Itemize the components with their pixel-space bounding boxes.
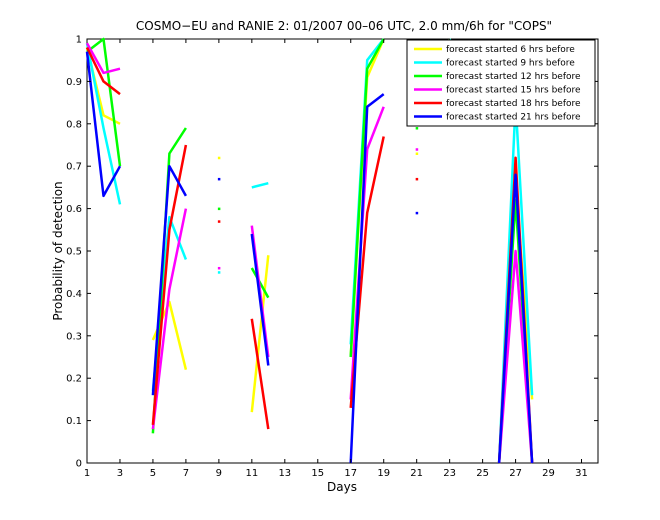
- y-tick-label: 0.1: [66, 416, 82, 427]
- legend-label: forecast started 18 hrs before: [446, 99, 581, 109]
- series-point: [217, 177, 221, 181]
- x-tick-label: 31: [575, 468, 588, 479]
- series-line-segment: [497, 173, 534, 464]
- series-layer: [85, 37, 534, 464]
- series-line-segment: [250, 255, 270, 413]
- x-tick-label: 17: [344, 468, 357, 479]
- legend-items: forecast started 6 hrs before forecast st…: [414, 45, 581, 123]
- y-tick-label: 0.4: [66, 289, 82, 300]
- series-point: [415, 177, 419, 181]
- series-point: [217, 156, 221, 160]
- series-line-segment: [85, 42, 122, 205]
- series-line-segment: [85, 51, 122, 198]
- x-tick-label: 29: [542, 468, 555, 479]
- x-tick-label: 11: [245, 468, 258, 479]
- series-line-segment: [151, 144, 188, 425]
- x-tick-label: 21: [410, 468, 423, 479]
- x-tick-label: 3: [117, 468, 123, 479]
- y-tick-label: 0.7: [66, 162, 82, 173]
- series-line-segment: [349, 38, 385, 358]
- y-tick-label: 0.8: [66, 119, 82, 130]
- legend-label: forecast started 6 hrs before: [446, 45, 575, 55]
- series-line-segment: [85, 46, 121, 96]
- x-tick-label: 23: [443, 468, 456, 479]
- y-axis-title: Probability of detection: [51, 181, 65, 320]
- legend-label: forecast started 21 hrs before: [446, 113, 581, 123]
- series-line-segment: [349, 93, 385, 464]
- x-tick-label: 13: [278, 468, 291, 479]
- y-tick-label: 0.3: [66, 331, 82, 342]
- series-line-segment: [349, 106, 385, 400]
- series-line-segment: [250, 318, 270, 430]
- y-tick-label: 0.5: [66, 247, 82, 258]
- legend-label: forecast started 12 hrs before: [446, 72, 581, 82]
- x-tick-label: 25: [476, 468, 489, 479]
- legend-label: forecast started 15 hrs before: [446, 86, 581, 96]
- series-point: [217, 220, 221, 223]
- x-tick-label: 9: [216, 468, 222, 479]
- series-point: [217, 266, 221, 270]
- series-point: [415, 127, 419, 130]
- series-point: [415, 148, 419, 151]
- y-tick-label: 0.2: [66, 374, 82, 385]
- series-point: [415, 152, 419, 155]
- x-tick-label: 27: [509, 468, 522, 479]
- series-line-segment: [497, 249, 534, 464]
- x-axis-title: Days: [327, 480, 357, 494]
- series-line-segment: [151, 164, 187, 396]
- series-line-segment: [250, 233, 270, 366]
- x-tick-label: 15: [311, 468, 324, 479]
- series-line-segment: [86, 37, 122, 167]
- y-tick-label: 1: [76, 35, 82, 46]
- y-axis: 0 0.1 0.2 0.3 0.4 0.5 0.6 0.7 0.8 0.9 1: [66, 35, 598, 470]
- series-point: [217, 207, 221, 211]
- series-line-segment: [251, 181, 269, 189]
- x-tick-label: 19: [377, 468, 390, 479]
- x-tick-label: 1: [84, 468, 90, 479]
- series-line-segment: [151, 208, 188, 430]
- x-tick-label: 7: [183, 468, 189, 479]
- x-tick-label: 5: [150, 468, 156, 479]
- series-point: [415, 211, 419, 215]
- legend: forecast started 6 hrs before forecast st…: [406, 39, 596, 127]
- series-line-segment: [151, 127, 187, 434]
- series-point: [217, 271, 221, 274]
- legend-label: forecast started 9 hrs before: [446, 59, 575, 69]
- y-tick-label: 0: [76, 459, 82, 470]
- series-line-segment: [85, 42, 121, 75]
- legend-box: [406, 39, 596, 127]
- y-tick-label: 0.9: [66, 77, 82, 88]
- chart-title: COSMO−EU and RANIE 2: 01/2007 00–06 UTC,…: [136, 19, 552, 33]
- series-6: [85, 51, 534, 464]
- y-tick-label: 0.6: [66, 204, 82, 215]
